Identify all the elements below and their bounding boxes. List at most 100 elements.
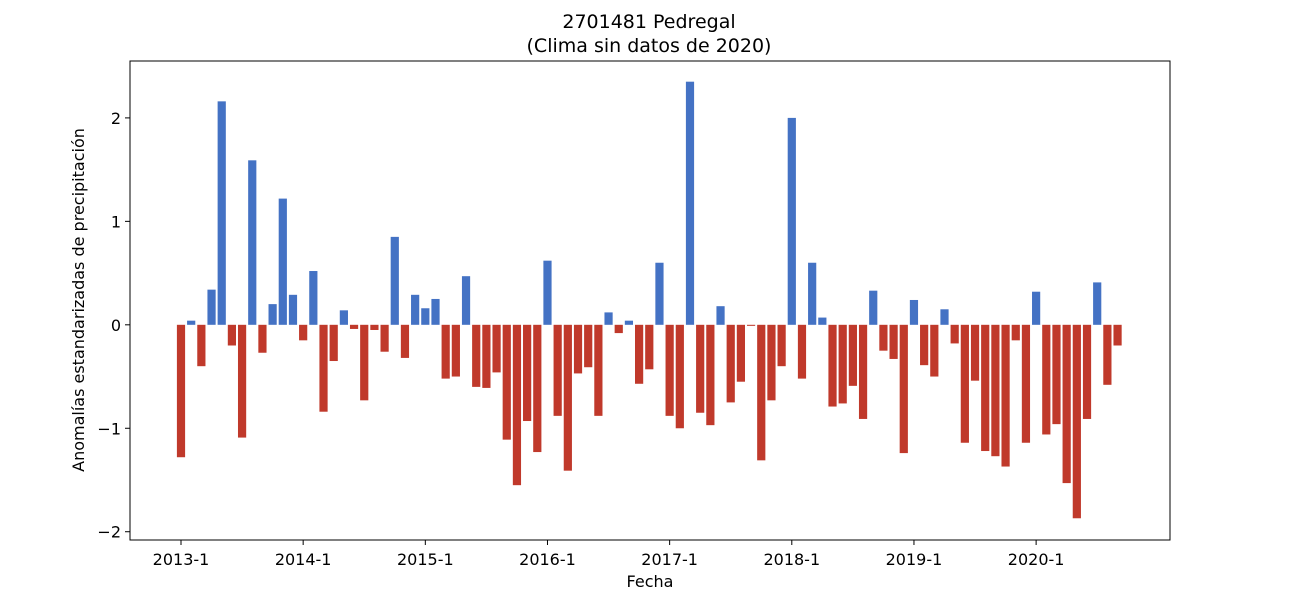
chart-title-line2: (Clima sin datos de 2020) <box>527 35 772 57</box>
bar-52 <box>706 324 715 426</box>
bar-50 <box>685 81 695 325</box>
bar-28 <box>461 276 471 325</box>
bar-57 <box>757 324 766 461</box>
bar-63 <box>818 317 827 325</box>
bar-23 <box>411 294 420 325</box>
bar-0 <box>176 324 186 458</box>
bar-25 <box>431 298 440 325</box>
bar-21 <box>390 236 399 325</box>
bar-74 <box>930 324 939 377</box>
bar-70 <box>889 324 898 359</box>
bar-77 <box>960 324 969 443</box>
y-axis-ticks: −2 −1 0 1 2 <box>97 109 130 542</box>
chart-title-line1: 2701481 Pedregal <box>562 11 735 33</box>
bar-38 <box>563 324 572 471</box>
bar-90 <box>1093 282 1102 325</box>
bar-65 <box>838 324 847 404</box>
bar-30 <box>482 324 491 388</box>
bar-89 <box>1082 324 1092 419</box>
bar-91 <box>1103 324 1112 385</box>
bar-19 <box>370 324 379 330</box>
x-tick-label-6: 2019-1 <box>886 550 943 569</box>
bar-33 <box>512 324 522 486</box>
bar-75 <box>940 309 949 325</box>
bar-5 <box>227 324 236 346</box>
bar-8 <box>258 324 267 353</box>
x-tick-label-4: 2017-1 <box>641 550 698 569</box>
bar-13 <box>309 271 318 325</box>
bar-78 <box>970 324 980 381</box>
bar-7 <box>248 160 257 325</box>
bar-16 <box>339 310 348 325</box>
bar-35 <box>533 324 542 453</box>
bar-42 <box>604 312 613 325</box>
bar-66 <box>848 324 857 386</box>
y-tick-label-3: 1 <box>111 212 121 231</box>
bar-39 <box>573 324 583 374</box>
bar-61 <box>797 324 807 379</box>
bar-32 <box>502 324 511 440</box>
plot-area-frame <box>129 60 1171 541</box>
x-tick-label-5: 2018-1 <box>763 550 820 569</box>
bar-45 <box>635 324 644 384</box>
bar-40 <box>584 324 593 368</box>
bar-53 <box>716 306 725 325</box>
bar-29 <box>472 324 481 387</box>
bar-49 <box>675 324 684 429</box>
bar-55 <box>736 324 745 382</box>
bar-20 <box>380 324 389 352</box>
bar-51 <box>696 324 705 413</box>
bar-79 <box>981 324 990 452</box>
y-tick-label-4: 2 <box>111 109 121 128</box>
bar-48 <box>665 324 674 416</box>
bar-68 <box>869 290 878 325</box>
x-tick-label-7: 2020-1 <box>1008 550 1065 569</box>
bar-60 <box>787 117 796 325</box>
bar-86 <box>1052 324 1061 425</box>
bar-43 <box>614 324 623 334</box>
bar-80 <box>991 324 1000 457</box>
bar-85 <box>1042 324 1051 435</box>
bar-59 <box>777 324 786 367</box>
bar-37 <box>553 324 562 416</box>
bar-81 <box>1001 324 1010 467</box>
bar-12 <box>299 324 308 341</box>
bar-17 <box>349 324 359 329</box>
bar-27 <box>451 324 460 377</box>
bar-22 <box>400 324 410 358</box>
y-tick-label-1: −1 <box>97 419 121 438</box>
bar-6 <box>237 324 247 438</box>
bar-18 <box>360 324 369 401</box>
bar-83 <box>1021 324 1031 443</box>
bar-46 <box>645 324 654 370</box>
x-axis-label: Fecha <box>627 572 674 591</box>
bar-56 <box>746 324 756 326</box>
bar-36 <box>543 260 552 325</box>
bar-84 <box>1032 291 1041 325</box>
bar-3 <box>207 289 216 325</box>
y-tick-label-2: 0 <box>111 316 121 335</box>
bar-15 <box>329 324 338 362</box>
bar-24 <box>421 308 430 325</box>
bar-87 <box>1062 324 1071 484</box>
x-axis-ticks: 2013-1 2014-1 2015-1 2016-1 2017-1 2018-1 2019… <box>153 540 1065 569</box>
bar-11 <box>288 294 298 325</box>
bar-26 <box>441 324 450 379</box>
bar-9 <box>268 304 277 325</box>
bar-82 <box>1011 324 1020 341</box>
bar-54 <box>726 324 735 403</box>
bar-62 <box>808 262 817 325</box>
y-axis-label: Anomalías estandarizadas de precipitació… <box>69 128 88 472</box>
bar-31 <box>492 324 501 373</box>
x-tick-label-2: 2015-1 <box>397 550 454 569</box>
x-tick-label-0: 2013-1 <box>153 550 210 569</box>
bar-44 <box>624 320 634 325</box>
bar-67 <box>858 324 868 419</box>
bar-4 <box>217 101 226 325</box>
bar-88 <box>1072 324 1081 519</box>
bar-72 <box>909 299 919 325</box>
bar-41 <box>594 324 603 416</box>
bar-2 <box>197 324 206 367</box>
y-tick-label-0: −2 <box>97 523 121 542</box>
